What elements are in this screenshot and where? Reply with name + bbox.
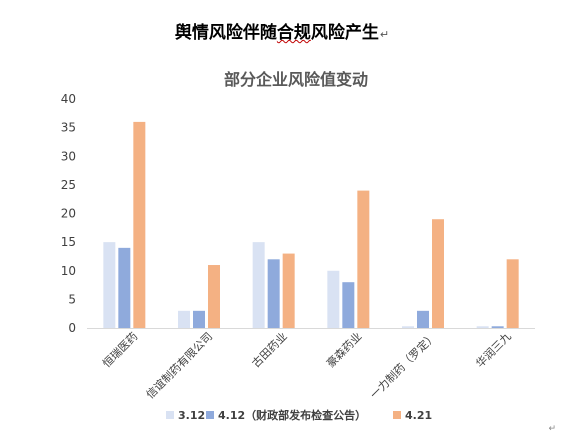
bar — [208, 265, 220, 328]
legend-swatch — [206, 411, 214, 419]
y-tick-label: 0 — [68, 321, 76, 335]
x-tick-label: 古田药业 — [249, 330, 289, 370]
bar — [252, 242, 265, 328]
bars — [103, 121, 519, 329]
bar — [506, 259, 519, 328]
legend-label: 3.12 — [178, 409, 205, 422]
x-tick-label: 恒瑞医药 — [99, 329, 140, 370]
title-text-rest: 风险产生 — [310, 23, 379, 43]
y-tick-label: 15 — [61, 235, 76, 249]
y-tick-label: 5 — [68, 292, 76, 306]
bar — [476, 326, 489, 328]
x-axis: 恒瑞医药 信谊制药有限公司 古田药业 豪森药业 一力制药（罗定） 华润三九 — [99, 329, 513, 401]
corner-mark-icon: ↵ — [548, 424, 556, 434]
bar — [342, 282, 355, 328]
bar — [417, 310, 429, 328]
legend: 3.12 4.12（财政部发布检查公告） 4.21 — [166, 408, 432, 422]
y-tick-label: 20 — [61, 207, 76, 221]
legend-swatch — [166, 411, 174, 419]
bar — [193, 310, 205, 328]
y-tick-label: 10 — [61, 264, 76, 278]
y-tick-label: 25 — [61, 178, 76, 192]
bar — [103, 242, 116, 328]
bar — [491, 326, 504, 328]
y-axis: 0 5 10 15 20 25 30 35 40 — [61, 92, 535, 335]
title-underlined-text: 合规 — [276, 23, 311, 43]
x-tick-label: 一力制药（罗定） — [367, 329, 439, 401]
title-text: 舆情风险伴随 — [174, 23, 277, 43]
chart-title: 部分企业风险值变动 — [224, 70, 368, 89]
legend-swatch — [393, 411, 401, 419]
x-tick-label: 华润三九 — [473, 329, 514, 370]
bar — [178, 310, 190, 328]
bar — [118, 247, 131, 328]
bar — [402, 326, 414, 328]
bar — [357, 190, 370, 328]
paragraph-mark-icon: ↵ — [379, 28, 390, 41]
x-tick-label: 信谊制药有限公司 — [143, 329, 215, 401]
legend-label: 4.21 — [405, 409, 432, 422]
bar — [327, 270, 340, 328]
y-tick-label: 35 — [61, 121, 76, 135]
document-title: 舆情风险伴随合规风险产生↵ — [0, 18, 564, 43]
bar — [432, 219, 444, 328]
legend-label: 4.12（财政部发布检查公告） — [218, 408, 366, 422]
bar — [282, 253, 295, 328]
y-tick-label: 30 — [61, 149, 76, 163]
x-tick-label: 豪森药业 — [323, 329, 364, 370]
bar — [133, 121, 146, 329]
bar — [267, 259, 280, 328]
y-tick-label: 40 — [61, 92, 76, 106]
